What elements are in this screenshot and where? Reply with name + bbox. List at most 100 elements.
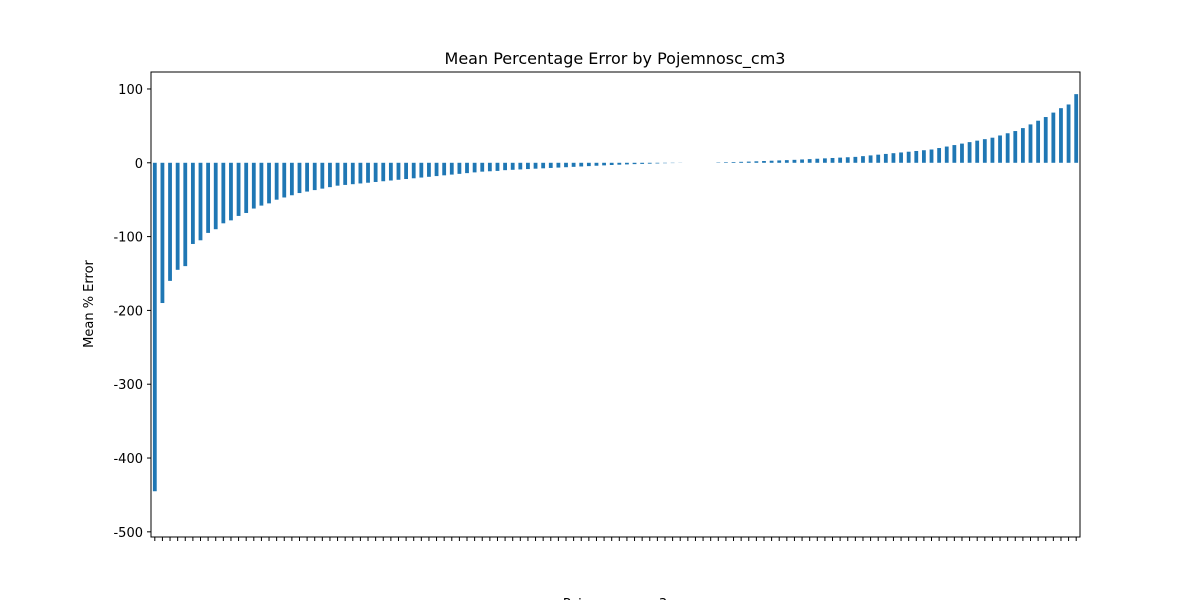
bar (640, 162, 645, 164)
bar (982, 139, 987, 163)
bar (632, 162, 637, 165)
y-tick-label: 100 (118, 83, 143, 98)
bar (427, 162, 431, 177)
bar (343, 162, 348, 185)
bar (267, 162, 271, 204)
bar (152, 162, 157, 492)
bar (975, 140, 980, 163)
bar (480, 162, 485, 172)
bar (838, 157, 843, 163)
bar (586, 162, 591, 167)
bar (373, 162, 378, 182)
bar (868, 155, 873, 163)
bar (891, 153, 896, 163)
bar (1036, 120, 1041, 163)
bar (792, 159, 797, 163)
bar (495, 162, 500, 171)
bar (647, 162, 652, 164)
bar (579, 162, 584, 167)
bar (419, 162, 424, 178)
bar (465, 162, 469, 174)
bar (967, 142, 972, 163)
bar (183, 162, 188, 267)
bar (594, 162, 599, 166)
bar (251, 162, 256, 209)
bar (876, 154, 881, 163)
bar (655, 162, 660, 164)
bar (503, 162, 507, 171)
bar (853, 156, 858, 163)
y-tick-label: -200 (113, 304, 143, 319)
bar (1005, 133, 1010, 163)
bar (282, 162, 287, 198)
bar (777, 160, 782, 163)
bar (297, 162, 302, 194)
bar (259, 162, 264, 206)
bar (556, 162, 561, 168)
x-axis-label: Pojemnosc_cm3 (563, 597, 667, 600)
bar (1028, 124, 1033, 163)
bar (388, 162, 393, 181)
bar (289, 162, 294, 196)
bar (312, 162, 317, 191)
bar (510, 162, 515, 170)
bar (320, 162, 325, 189)
bar (990, 137, 995, 163)
bar (442, 162, 447, 176)
y-tick-label: 0 (135, 157, 143, 172)
bar (929, 149, 934, 163)
bar (168, 162, 172, 281)
bar (358, 162, 363, 184)
bar (236, 162, 241, 216)
y-axis-label: Mean % Error (82, 259, 97, 347)
bar (952, 145, 957, 163)
bar (213, 162, 218, 230)
bar (769, 160, 774, 163)
bar (906, 151, 911, 163)
bar (899, 152, 903, 163)
bar (1013, 131, 1018, 163)
y-tick-label: -500 (113, 526, 143, 541)
bar (244, 162, 249, 213)
bar (784, 160, 789, 163)
y-tick-label: -300 (113, 378, 143, 393)
bar (1066, 104, 1071, 163)
bar (434, 162, 439, 177)
bar (807, 159, 812, 163)
bar (206, 162, 211, 233)
bar (487, 162, 492, 172)
bar (845, 157, 850, 163)
bar (472, 162, 477, 173)
y-tick-label: -100 (113, 231, 143, 246)
bar (762, 161, 766, 163)
bar (457, 162, 462, 174)
bar (305, 162, 310, 192)
bar (731, 162, 736, 163)
bar (883, 153, 888, 163)
bar (548, 162, 553, 168)
bar (335, 162, 340, 186)
bar (914, 150, 919, 163)
bar (739, 161, 744, 163)
bar (404, 162, 408, 180)
bar (160, 162, 165, 304)
bar (350, 162, 355, 185)
bar (1051, 112, 1056, 163)
bar (1059, 108, 1063, 163)
plot-frame (150, 71, 1081, 538)
bar (198, 162, 203, 241)
bar (366, 162, 370, 183)
bar (190, 162, 195, 244)
bar (564, 162, 568, 168)
bar (411, 162, 416, 179)
bar (754, 161, 759, 163)
bar (800, 159, 804, 163)
bar (328, 162, 332, 188)
bar (381, 162, 386, 182)
y-tick-label: -400 (113, 452, 143, 467)
bar (830, 157, 835, 163)
bar (861, 156, 865, 163)
bar (625, 162, 629, 165)
bar (571, 162, 576, 167)
